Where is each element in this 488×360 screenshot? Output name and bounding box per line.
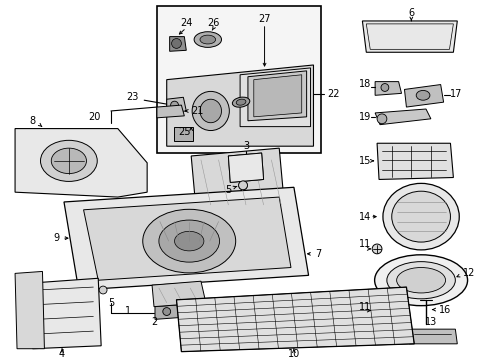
Ellipse shape bbox=[194, 32, 221, 48]
Polygon shape bbox=[362, 21, 456, 52]
Ellipse shape bbox=[371, 244, 381, 254]
Text: 5: 5 bbox=[225, 185, 231, 195]
Text: 22: 22 bbox=[326, 89, 339, 99]
Text: 27: 27 bbox=[258, 14, 270, 24]
Polygon shape bbox=[228, 153, 263, 183]
Text: 11: 11 bbox=[359, 302, 371, 312]
Ellipse shape bbox=[376, 114, 386, 124]
Polygon shape bbox=[247, 71, 306, 121]
Ellipse shape bbox=[380, 84, 388, 91]
Ellipse shape bbox=[41, 140, 97, 181]
Ellipse shape bbox=[382, 183, 458, 250]
Text: 12: 12 bbox=[462, 269, 474, 278]
Polygon shape bbox=[376, 143, 452, 179]
Ellipse shape bbox=[159, 220, 219, 262]
Ellipse shape bbox=[415, 90, 429, 100]
Ellipse shape bbox=[51, 148, 86, 174]
Text: 3: 3 bbox=[243, 141, 248, 151]
Polygon shape bbox=[30, 278, 101, 349]
Polygon shape bbox=[83, 197, 290, 280]
Text: 9: 9 bbox=[53, 233, 59, 243]
Ellipse shape bbox=[374, 255, 467, 306]
Text: 20: 20 bbox=[88, 112, 100, 122]
Polygon shape bbox=[15, 271, 44, 349]
Text: 19: 19 bbox=[359, 112, 371, 122]
Text: 18: 18 bbox=[359, 78, 371, 89]
Polygon shape bbox=[166, 97, 186, 113]
Text: 21: 21 bbox=[191, 106, 203, 116]
Ellipse shape bbox=[396, 267, 445, 293]
Ellipse shape bbox=[174, 231, 203, 251]
Polygon shape bbox=[191, 148, 284, 210]
Polygon shape bbox=[374, 82, 401, 95]
Polygon shape bbox=[15, 129, 147, 197]
Text: 15: 15 bbox=[358, 156, 371, 166]
Ellipse shape bbox=[200, 99, 221, 123]
Polygon shape bbox=[408, 329, 456, 344]
Polygon shape bbox=[173, 127, 193, 141]
Ellipse shape bbox=[142, 209, 235, 273]
Text: 2: 2 bbox=[151, 317, 157, 327]
Text: 7: 7 bbox=[315, 249, 321, 259]
Text: 6: 6 bbox=[407, 8, 413, 18]
Ellipse shape bbox=[238, 181, 247, 190]
Ellipse shape bbox=[200, 35, 215, 44]
Text: 14: 14 bbox=[359, 212, 371, 222]
Ellipse shape bbox=[99, 286, 107, 294]
Text: 25: 25 bbox=[178, 126, 190, 136]
Polygon shape bbox=[404, 85, 443, 107]
Text: 5: 5 bbox=[107, 298, 114, 308]
Polygon shape bbox=[157, 105, 184, 118]
Text: 26: 26 bbox=[207, 18, 220, 28]
Polygon shape bbox=[228, 153, 263, 183]
Text: 4: 4 bbox=[59, 348, 65, 359]
Polygon shape bbox=[253, 75, 301, 117]
Ellipse shape bbox=[238, 181, 247, 190]
Ellipse shape bbox=[232, 97, 249, 107]
Ellipse shape bbox=[163, 308, 170, 315]
Text: 23: 23 bbox=[126, 92, 139, 102]
Polygon shape bbox=[374, 109, 430, 125]
Polygon shape bbox=[166, 65, 313, 146]
Polygon shape bbox=[64, 187, 308, 290]
Text: 16: 16 bbox=[438, 305, 450, 315]
Ellipse shape bbox=[386, 262, 454, 299]
Ellipse shape bbox=[236, 99, 245, 105]
Polygon shape bbox=[240, 68, 310, 127]
Text: 13: 13 bbox=[424, 317, 436, 327]
Ellipse shape bbox=[192, 91, 229, 131]
Polygon shape bbox=[155, 305, 181, 319]
Polygon shape bbox=[176, 287, 413, 352]
Ellipse shape bbox=[171, 39, 181, 48]
Text: 10: 10 bbox=[287, 348, 300, 359]
Ellipse shape bbox=[371, 306, 381, 315]
Polygon shape bbox=[152, 281, 205, 307]
Ellipse shape bbox=[391, 191, 449, 242]
Text: 8: 8 bbox=[30, 116, 36, 126]
Text: 1: 1 bbox=[124, 306, 130, 316]
Bar bbox=[157, 6, 321, 153]
Text: 17: 17 bbox=[449, 89, 462, 99]
Text: 24: 24 bbox=[180, 18, 192, 28]
Polygon shape bbox=[169, 37, 186, 51]
Ellipse shape bbox=[170, 101, 178, 109]
Text: 11: 11 bbox=[359, 239, 371, 249]
